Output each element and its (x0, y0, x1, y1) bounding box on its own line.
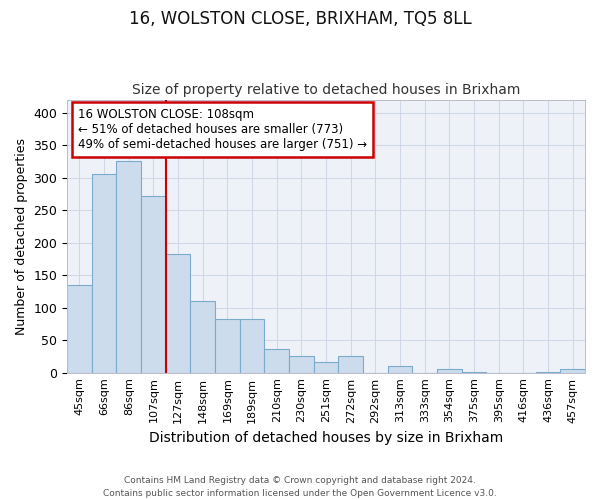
Bar (215, 318, 240, 372)
Bar (388, 366, 412, 372)
Text: Contains HM Land Registry data © Crown copyright and database right 2024.
Contai: Contains HM Land Registry data © Crown c… (103, 476, 497, 498)
Text: 16, WOLSTON CLOSE, BRIXHAM, TQ5 8LL: 16, WOLSTON CLOSE, BRIXHAM, TQ5 8LL (128, 10, 472, 28)
Bar (116, 162, 141, 372)
Bar (560, 370, 585, 372)
Bar (437, 370, 462, 372)
Bar (190, 301, 215, 372)
Bar (240, 318, 265, 372)
Bar (265, 348, 289, 372)
Bar (289, 356, 314, 372)
Y-axis label: Number of detached properties: Number of detached properties (15, 138, 28, 334)
Bar (314, 362, 338, 372)
Title: Size of property relative to detached houses in Brixham: Size of property relative to detached ho… (132, 83, 520, 97)
X-axis label: Distribution of detached houses by size in Brixham: Distribution of detached houses by size … (149, 431, 503, 445)
Text: 16 WOLSTON CLOSE: 108sqm
← 51% of detached houses are smaller (773)
49% of semi-: 16 WOLSTON CLOSE: 108sqm ← 51% of detach… (77, 108, 367, 150)
Bar (338, 356, 363, 372)
Bar (141, 196, 166, 372)
Bar (92, 174, 116, 372)
Bar (166, 254, 190, 372)
Bar (67, 285, 92, 372)
